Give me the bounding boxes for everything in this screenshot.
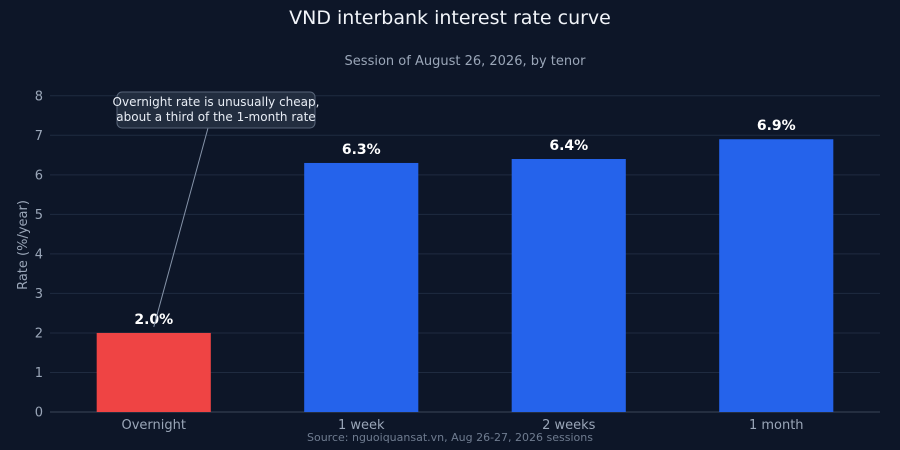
category-labels: Overnight 1 week 2 weeks 1 month — [122, 418, 804, 433]
chart-subtitle: Session of August 26, 2026, by tenor — [345, 54, 587, 69]
bar-value-label: 2.0% — [134, 312, 173, 328]
y-tick-label: 4 — [35, 247, 43, 262]
y-tick-label: 0 — [35, 406, 43, 421]
bar-value-label: 6.3% — [342, 142, 381, 158]
bar-2-weeks — [511, 159, 626, 412]
y-tick-label: 3 — [35, 287, 43, 302]
y-tick-label: 8 — [35, 89, 43, 104]
source-note: Source: nguoiquansat.vn, Aug 26-27, 2026… — [307, 431, 593, 444]
y-tick-label: 6 — [35, 168, 43, 183]
y-tick-label: 5 — [35, 208, 43, 223]
bar-value-label: 6.4% — [549, 138, 588, 154]
annotation-leader-line — [153, 127, 209, 328]
bar-value-label: 6.9% — [757, 118, 796, 134]
annotation-text: about a third of the 1-month rate — [116, 110, 315, 124]
annotation: Overnight rate is unusually cheap,about … — [113, 91, 320, 328]
y-tick-labels: 0 1 2 3 4 5 6 7 8 — [35, 89, 43, 420]
y-axis-label: Rate (%/year) — [16, 200, 31, 290]
category-label: 2 weeks — [542, 418, 596, 433]
bar-overnight — [96, 332, 211, 412]
chart-title: VND interbank interest rate curve — [289, 7, 611, 29]
category-label: 1 week — [338, 418, 385, 433]
bar-1-week — [304, 162, 419, 412]
category-label: Overnight — [122, 418, 186, 433]
y-tick-label: 7 — [35, 129, 43, 144]
y-tick-label: 1 — [35, 366, 43, 381]
category-label: 1 month — [749, 418, 804, 433]
annotation-box — [116, 91, 316, 129]
annotation-text: Overnight rate is unusually cheap, — [113, 95, 320, 109]
bar-1-month — [719, 139, 834, 412]
bars-layer — [96, 139, 834, 412]
value-labels: 2.0% 6.3% 6.4% 6.9% — [134, 118, 795, 328]
y-tick-label: 2 — [35, 326, 43, 341]
